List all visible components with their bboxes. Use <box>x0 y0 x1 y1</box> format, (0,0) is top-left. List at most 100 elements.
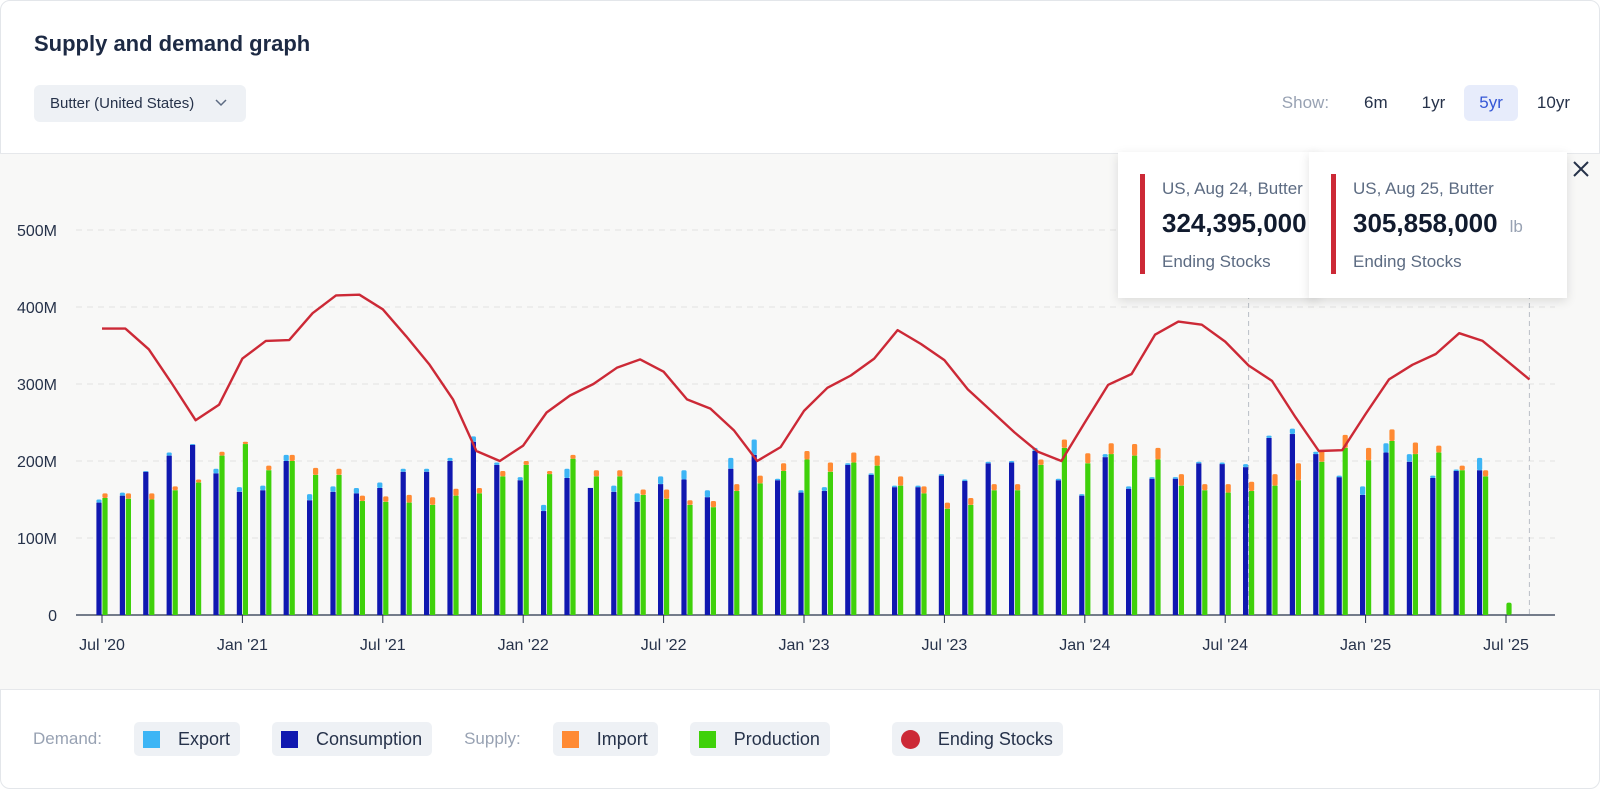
consumption-bar <box>447 461 453 615</box>
export-bar <box>377 482 383 488</box>
import-bar <box>172 486 178 491</box>
consumption-bar <box>1055 480 1061 615</box>
consumption-bar <box>353 493 359 615</box>
tooltip-value: 324,395,000 <box>1162 208 1307 238</box>
consumption-bar <box>541 511 547 615</box>
legend-demand-label: Demand: <box>33 729 102 748</box>
consumption-bar <box>868 474 874 615</box>
consumption-bar <box>1266 437 1272 615</box>
consumption-bar <box>634 501 640 615</box>
production-bar <box>1295 480 1301 615</box>
import-bar <box>921 486 927 494</box>
import-bar <box>1061 439 1067 448</box>
import-bar <box>1389 429 1395 441</box>
import-bar <box>196 479 202 483</box>
export-bar <box>634 493 640 502</box>
legend-item-consumption[interactable]: Consumption <box>272 722 433 756</box>
x-tick-label: Jul '24 <box>1202 637 1248 654</box>
production-bar <box>757 483 763 615</box>
y-tick-label: 200M <box>17 454 57 471</box>
import-bar <box>734 484 740 492</box>
export-bar <box>1055 478 1061 481</box>
import-bar <box>757 475 763 484</box>
import-bar <box>827 462 833 472</box>
tooltip-aug-25: US, Aug 25, Butter 305,858,000 lb Ending … <box>1309 152 1567 298</box>
export-bar <box>517 477 523 481</box>
commodity-dropdown[interactable]: Butter (United States) <box>34 85 246 122</box>
production-bar <box>1249 491 1255 615</box>
production-bar <box>1061 447 1067 615</box>
production-bar <box>710 507 716 615</box>
consumption-bar <box>564 477 570 615</box>
import-bar <box>991 484 997 491</box>
production-bar <box>827 471 833 615</box>
range-10yr[interactable]: 10yr <box>1536 93 1570 112</box>
range-6m[interactable]: 6m <box>1364 93 1388 112</box>
tooltip-color-bar <box>1331 174 1336 274</box>
import-bar <box>125 493 131 499</box>
production-bar <box>476 493 482 615</box>
import-bar <box>1295 463 1301 481</box>
close-icon[interactable] <box>1568 156 1594 182</box>
legend-item-export[interactable]: Export <box>133 722 241 756</box>
production-bar <box>313 474 319 615</box>
consumption-bar <box>236 491 242 615</box>
consumption-bar <box>1313 454 1319 615</box>
export-bar <box>1266 435 1272 438</box>
export-bar <box>1126 486 1132 489</box>
import-bar <box>1155 447 1161 460</box>
export-bar <box>1289 428 1295 435</box>
production-bar <box>1272 485 1278 615</box>
import-bar <box>453 488 459 496</box>
chevron-down-icon <box>215 99 227 107</box>
import-bar <box>1436 445 1442 453</box>
legend-item-production[interactable]: Production <box>689 722 830 756</box>
export-bar <box>330 486 336 492</box>
range-5yr[interactable]: 5yr <box>1464 85 1518 121</box>
consumption-bar <box>1243 467 1249 615</box>
production-bar <box>804 459 810 615</box>
production-bar <box>359 501 365 615</box>
import-bar <box>1015 484 1021 491</box>
tooltip-aug-24: US, Aug 24, Butter 324,395,000 Ending St… <box>1118 152 1318 298</box>
legend-label: Production <box>733 728 820 749</box>
consumption-bar <box>1219 464 1225 615</box>
legend-item-ending-stocks[interactable]: Ending Stocks <box>891 722 1063 756</box>
tooltip-value: 305,858,000 lb <box>1353 208 1523 238</box>
import-bar <box>430 497 436 505</box>
consumption-bar <box>470 441 476 615</box>
consumption-bar <box>1102 457 1108 615</box>
export-bar <box>1219 462 1225 465</box>
x-tick-label: Jan '24 <box>1059 637 1110 654</box>
production-bar <box>921 493 927 615</box>
import-bar <box>523 461 529 465</box>
tooltip-unit: lb <box>1509 217 1523 236</box>
export-bar <box>307 494 313 501</box>
range-selector: Show: 6m 1yr 5yr 10yr <box>1282 85 1585 121</box>
import-bar <box>289 454 295 461</box>
legend: Demand: Export Consumption Supply: Impor… <box>33 722 1095 756</box>
export-bar <box>1336 475 1342 478</box>
y-tick-label: 400M <box>17 300 57 317</box>
ending-stocks-line <box>102 293 1531 463</box>
range-1yr[interactable]: 1yr <box>1421 93 1446 112</box>
legend-swatch <box>142 730 160 748</box>
import-bar <box>1085 453 1091 464</box>
production-bar <box>734 491 740 615</box>
production-bar <box>1436 452 1442 615</box>
import-bar <box>1459 465 1465 471</box>
legend-item-import[interactable]: Import <box>552 722 658 756</box>
production-bar <box>266 470 272 615</box>
production-bar <box>1038 464 1044 615</box>
tooltip-color-bar <box>1140 174 1145 274</box>
import-bar <box>336 468 342 475</box>
import-bar <box>102 493 108 498</box>
production-bar <box>1366 460 1372 615</box>
import-bar <box>898 476 904 486</box>
consumption-bar <box>96 502 102 615</box>
y-tick-label: 0 <box>48 608 57 625</box>
export-bar <box>775 478 781 481</box>
import-bar <box>593 470 599 477</box>
production-bar <box>1483 476 1489 615</box>
export-bar <box>541 504 547 512</box>
